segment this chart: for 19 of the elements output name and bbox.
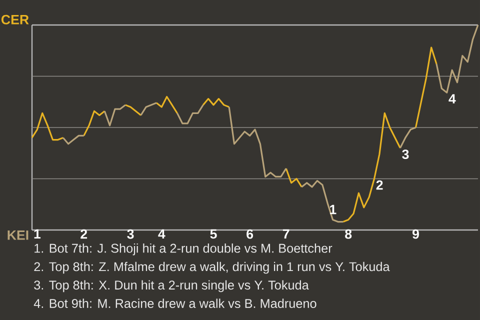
x-tick-label: 5: [210, 229, 217, 239]
text: KEI: [8, 230, 28, 240]
text: 3. Top 8th: X. Dun hit a 2-run single vs Y. Tokuda: [34, 280, 309, 292]
annotation: 3: [402, 150, 409, 160]
x-tick-label: 6: [246, 229, 254, 239]
annotation: 2: [376, 180, 383, 190]
x-tick-label: 1: [34, 229, 41, 239]
annotation: 1: [330, 204, 336, 214]
x-tick-label: 3: [127, 229, 134, 239]
x-tick-label: 4: [158, 229, 166, 239]
text: 2. Top 8th: Z. Mfalme drew a walk, driving in 1 run vs Y. Tokuda: [34, 262, 390, 274]
x-tick-label: 8: [345, 229, 352, 239]
text: 4. Bot 9th: M. Racine drew a walk vs B. Madrueno: [34, 298, 316, 308]
text: 1. Bot 7th: J. Shoji hit a 2-run double vs M. Boettcher: [34, 243, 332, 256]
x-tick-label: 9: [412, 229, 419, 239]
text: CER: [1, 14, 29, 24]
x-tick-label: 7: [282, 229, 290, 239]
x-tick-label: 2: [80, 229, 88, 239]
annotation: 4: [448, 94, 456, 104]
